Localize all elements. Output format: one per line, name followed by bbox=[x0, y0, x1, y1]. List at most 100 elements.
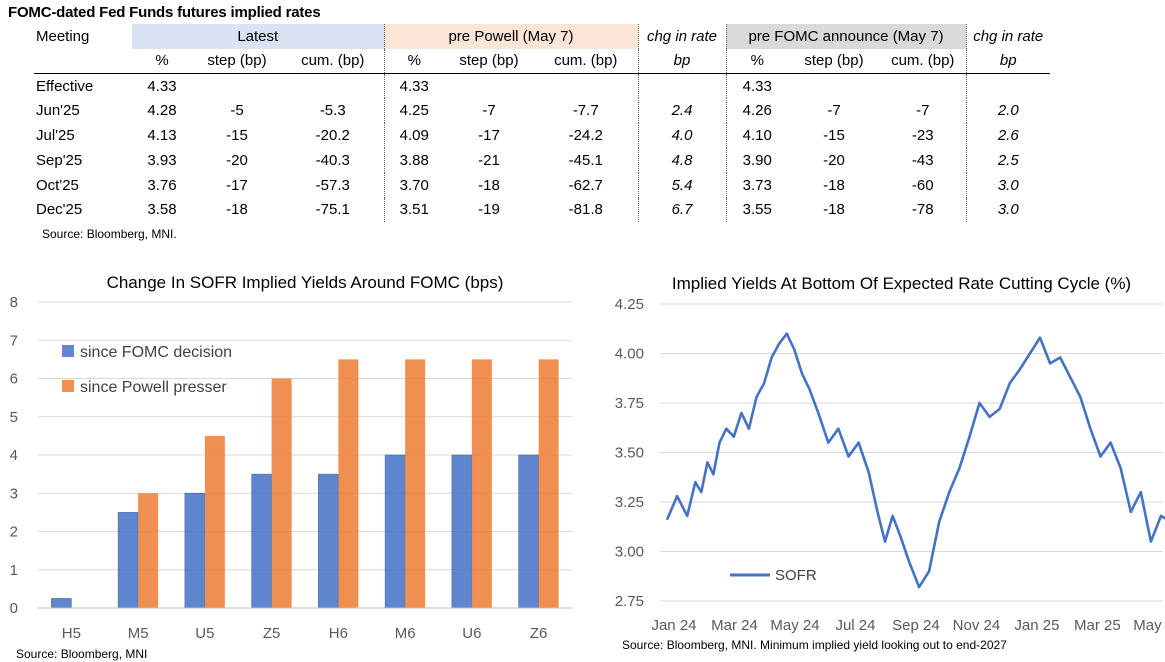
pre-powell-cum-cell: -62.7 bbox=[568, 176, 603, 194]
chg2-bp-cell: 3.0 bbox=[965, 197, 1050, 223]
chg2-bp-cell: 2.6 bbox=[965, 123, 1050, 148]
legend-label: since FOMC decision bbox=[80, 344, 232, 361]
pre-powell-pct-cell: 3.51 bbox=[383, 197, 444, 223]
pre-fomc-pct-cell: 4.10 bbox=[725, 123, 788, 148]
pre-powell-pct-cell: 4.25 bbox=[383, 98, 444, 124]
chg2-bp-cell bbox=[965, 73, 1050, 99]
pre-fomc-cum-cell bbox=[880, 74, 966, 99]
pre-powell-pct-cell: 3.70 bbox=[383, 172, 444, 198]
pre-fomc-pct-cell: 3.90 bbox=[725, 147, 788, 173]
x-tick-label: Mar 24 bbox=[711, 617, 758, 634]
latest-pct-cell: 4.28 bbox=[147, 102, 177, 120]
pre-powell-cum-cell: -24.2 bbox=[568, 127, 603, 145]
pre-fomc-cum-header: cum. (bp) bbox=[880, 48, 966, 75]
x-tick-label: Z5 bbox=[263, 625, 281, 642]
bar-powell-z5 bbox=[271, 378, 292, 608]
bar-chart: Change In SOFR Implied Yields Around FOM… bbox=[10, 273, 572, 642]
table-row: Oct'25 3.76 -17 -57.3 3.70 -18 -62.7 5.4 3.73 -18… bbox=[34, 172, 1050, 198]
pre-fomc-step-cell: -20 bbox=[823, 151, 845, 169]
bar-powell-m5 bbox=[138, 493, 159, 608]
latest-step-cell: -5 bbox=[230, 102, 244, 120]
meeting-cell: Jul'25 bbox=[36, 127, 75, 145]
x-tick-label: Z6 bbox=[530, 625, 548, 642]
latest-pct-cell: 3.58 bbox=[147, 201, 177, 219]
pre-powell-step-cell: -7 bbox=[482, 102, 496, 120]
pre-powell-group-header: pre Powell (May 7) bbox=[383, 24, 638, 49]
line-chart: Implied Yields At Bottom Of Expected Rat… bbox=[615, 274, 1165, 634]
pre-powell-step-cell: -17 bbox=[478, 127, 500, 145]
latest-pct-cell: 3.76 bbox=[147, 176, 177, 194]
chg-in-rate-header-1: chg in rate bbox=[637, 24, 726, 49]
pre-fomc-step-cell bbox=[788, 74, 880, 99]
pre-powell-pct-cell: 3.88 bbox=[383, 147, 444, 173]
pre-fomc-pct-cell: 4.33 bbox=[725, 73, 788, 99]
pre-powell-step-cell: -18 bbox=[478, 176, 500, 194]
x-tick-label: U5 bbox=[195, 625, 214, 642]
y-tick-label: 4 bbox=[10, 447, 18, 464]
rates-table: Meeting Latest pre Powell (May 7) chg in… bbox=[34, 24, 1050, 223]
meeting-subheader bbox=[34, 48, 132, 75]
latest-cum-cell: -20.2 bbox=[315, 127, 350, 145]
latest-step-header: step (bp) bbox=[192, 48, 282, 75]
rates-table-body: Effective 4.33 4.33 4.33 Jun'25 4.28 -5 -5.3 4.2… bbox=[34, 73, 1050, 223]
bar-fomc-z6 bbox=[518, 454, 539, 609]
pre-fomc-cum-cell: -23 bbox=[911, 127, 934, 145]
pre-powell-step-cell: -21 bbox=[478, 151, 500, 169]
legend-label: SOFR bbox=[775, 567, 817, 584]
y-tick-label: 3.50 bbox=[615, 445, 644, 462]
bar-powell-h6 bbox=[338, 359, 359, 608]
line-chart-source: Source: Bloomberg, MNI. Minimum implied … bbox=[622, 638, 1007, 652]
bar-fomc-u6 bbox=[451, 454, 473, 609]
chg1-bp-cell: 4.0 bbox=[637, 123, 726, 148]
x-tick-label: M6 bbox=[395, 625, 416, 642]
latest-cum-cell: -5.3 bbox=[319, 102, 346, 120]
table-title: FOMC-dated Fed Funds futures implied rat… bbox=[8, 4, 321, 21]
bar-fomc-m5 bbox=[117, 512, 139, 609]
pre-fomc-cum-cell: -78 bbox=[911, 201, 934, 219]
chg1-bp-header: bp bbox=[637, 48, 726, 75]
pre-powell-pct-cell: 4.33 bbox=[383, 73, 444, 99]
pre-fomc-pct-cell: 3.73 bbox=[725, 172, 788, 198]
meeting-cell: Oct'25 bbox=[36, 176, 79, 194]
bar-fomc-h5 bbox=[51, 598, 72, 609]
pre-powell-cum-cell bbox=[534, 74, 638, 99]
pre-powell-cum-cell: -7.7 bbox=[572, 102, 599, 120]
bar-fomc-h6 bbox=[318, 473, 339, 609]
pre-powell-step-cell bbox=[444, 74, 534, 99]
pre-powell-step-header: step (bp) bbox=[444, 48, 534, 75]
bar-powell-u6 bbox=[471, 359, 492, 608]
bar-powell-m6 bbox=[405, 359, 426, 608]
pre-fomc-pct-cell: 3.55 bbox=[725, 197, 788, 223]
meeting-cell: Dec'25 bbox=[36, 201, 83, 219]
pre-fomc-pct-cell: 4.26 bbox=[725, 98, 788, 124]
y-tick-label: 4.00 bbox=[615, 346, 644, 363]
x-tick-label: Sep 24 bbox=[892, 617, 940, 634]
pre-fomc-pct-header: % bbox=[725, 48, 788, 75]
latest-cum-cell bbox=[282, 74, 384, 99]
x-tick-label: H5 bbox=[62, 625, 81, 642]
pre-fomc-step-cell: -18 bbox=[823, 201, 845, 219]
x-tick-label: Jan 24 bbox=[651, 617, 696, 634]
latest-cum-cell: -57.3 bbox=[315, 176, 350, 194]
bar-chart-source: Source: Bloomberg, MNI bbox=[16, 647, 148, 661]
table-row: Sep'25 3.93 -20 -40.3 3.88 -21 -45.1 4.8 3.90 -20… bbox=[34, 147, 1050, 173]
x-tick-label: M5 bbox=[128, 625, 149, 642]
latest-step-cell: -20 bbox=[226, 151, 248, 169]
latest-step-cell: -15 bbox=[226, 127, 248, 145]
pre-powell-cum-cell: -81.8 bbox=[568, 201, 603, 219]
pre-fomc-step-cell: -7 bbox=[827, 102, 841, 120]
chg2-bp-cell: 3.0 bbox=[965, 172, 1050, 198]
chg2-bp-cell: 2.0 bbox=[965, 98, 1050, 124]
y-tick-label: 1 bbox=[10, 562, 18, 579]
meeting-cell: Sep'25 bbox=[36, 151, 83, 169]
pre-powell-step-cell: -19 bbox=[478, 201, 500, 219]
y-tick-label: 3.00 bbox=[615, 544, 644, 561]
latest-pct-cell: 4.33 bbox=[147, 77, 177, 95]
pre-fomc-cum-cell: -60 bbox=[911, 176, 934, 194]
latest-step-cell: -17 bbox=[226, 176, 248, 194]
sofr-line bbox=[665, 332, 1165, 589]
group-header-row: Meeting Latest pre Powell (May 7) chg in… bbox=[34, 24, 1050, 49]
chg2-bp-cell: 2.5 bbox=[965, 147, 1050, 173]
legend-swatch bbox=[62, 345, 74, 357]
x-tick-label: H6 bbox=[329, 625, 348, 642]
